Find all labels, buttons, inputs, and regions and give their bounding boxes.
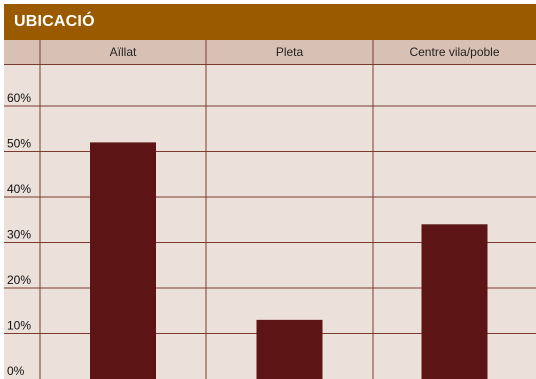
- category-header-pleta: Pleta: [275, 45, 304, 59]
- y-tick-label-50: 50%: [7, 137, 31, 151]
- bar-0: [90, 142, 156, 379]
- y-tick-label-0: 0%: [7, 364, 25, 378]
- category-header-row: Aïllat Pleta Centre vila/poble: [4, 40, 536, 65]
- y-tick-label-10: 10%: [7, 319, 31, 333]
- title-bar: UBICACIÓ: [4, 4, 536, 40]
- y-tick-label-40: 40%: [7, 182, 31, 196]
- y-tick-label-60: 60%: [7, 91, 31, 105]
- bar-1: [256, 319, 323, 379]
- y-tick-label-30: 30%: [7, 228, 31, 242]
- category-header-centre-vila: Centre vila/poble: [409, 45, 500, 59]
- chart-title: UBICACIÓ: [14, 13, 95, 30]
- category-header-aillat: Aïllat: [109, 45, 137, 59]
- bar-2: [421, 224, 488, 379]
- y-tick-label-20: 20%: [7, 273, 31, 287]
